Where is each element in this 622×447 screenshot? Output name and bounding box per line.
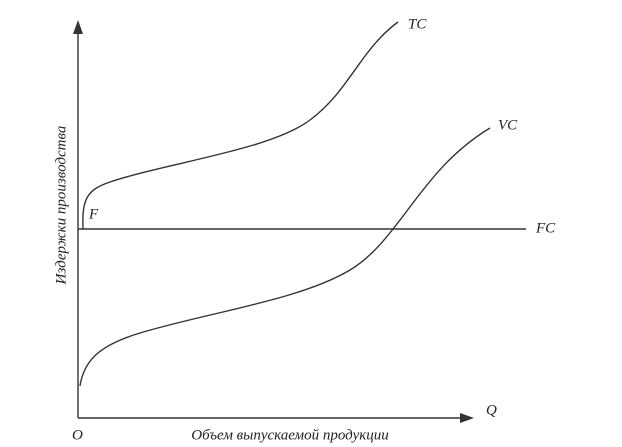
y-axis-label: Издержки производства <box>53 126 69 286</box>
origin-label: O <box>72 427 83 443</box>
vc-curve <box>79 127 491 387</box>
fc-label: FC <box>535 220 556 236</box>
tc-curve <box>82 21 399 230</box>
vc-label: VC <box>498 117 518 133</box>
y-arrow <box>73 20 83 34</box>
q-label: Q <box>486 402 497 418</box>
f-label: F <box>88 206 99 222</box>
x-axis-label: Объем выпускаемой продукции <box>191 427 389 443</box>
x-arrow <box>460 413 474 423</box>
tc-label: TC <box>408 16 427 32</box>
